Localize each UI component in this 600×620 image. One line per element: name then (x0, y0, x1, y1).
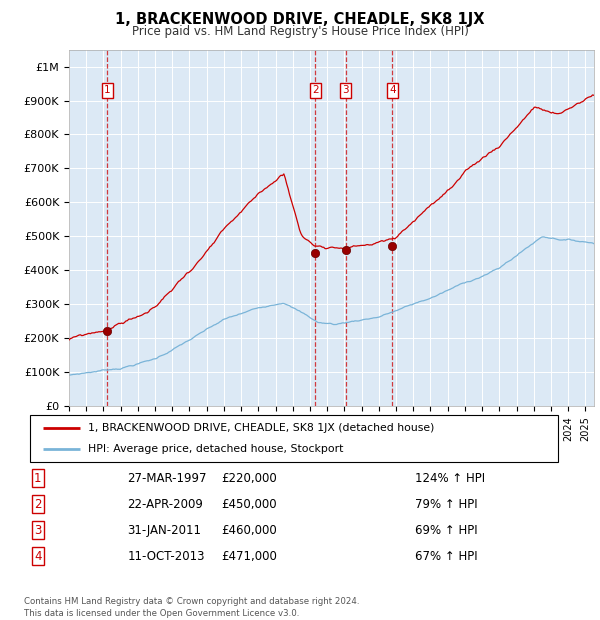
Text: 67% ↑ HPI: 67% ↑ HPI (415, 550, 478, 562)
Text: £220,000: £220,000 (221, 472, 277, 484)
Text: 4: 4 (389, 86, 395, 95)
Text: Contains HM Land Registry data © Crown copyright and database right 2024.
This d: Contains HM Land Registry data © Crown c… (24, 596, 359, 618)
Text: 1: 1 (104, 86, 110, 95)
Text: 1: 1 (34, 472, 41, 484)
Text: 69% ↑ HPI: 69% ↑ HPI (415, 524, 478, 536)
Text: 3: 3 (343, 86, 349, 95)
Text: 22-APR-2009: 22-APR-2009 (127, 498, 203, 510)
Text: 31-JAN-2011: 31-JAN-2011 (127, 524, 201, 536)
Text: 11-OCT-2013: 11-OCT-2013 (127, 550, 205, 562)
Text: 2: 2 (34, 498, 41, 510)
Text: £471,000: £471,000 (221, 550, 277, 562)
Text: 27-MAR-1997: 27-MAR-1997 (127, 472, 206, 484)
Text: 4: 4 (34, 550, 41, 562)
Text: 79% ↑ HPI: 79% ↑ HPI (415, 498, 478, 510)
Text: HPI: Average price, detached house, Stockport: HPI: Average price, detached house, Stoc… (88, 445, 343, 454)
Text: 2: 2 (312, 86, 319, 95)
Text: £460,000: £460,000 (221, 524, 277, 536)
Text: 1, BRACKENWOOD DRIVE, CHEADLE, SK8 1JX (detached house): 1, BRACKENWOOD DRIVE, CHEADLE, SK8 1JX (… (88, 423, 434, 433)
Text: 124% ↑ HPI: 124% ↑ HPI (415, 472, 485, 484)
Text: Price paid vs. HM Land Registry's House Price Index (HPI): Price paid vs. HM Land Registry's House … (131, 25, 469, 38)
Text: 3: 3 (34, 524, 41, 536)
Text: 1, BRACKENWOOD DRIVE, CHEADLE, SK8 1JX: 1, BRACKENWOOD DRIVE, CHEADLE, SK8 1JX (115, 12, 485, 27)
Text: £450,000: £450,000 (221, 498, 277, 510)
